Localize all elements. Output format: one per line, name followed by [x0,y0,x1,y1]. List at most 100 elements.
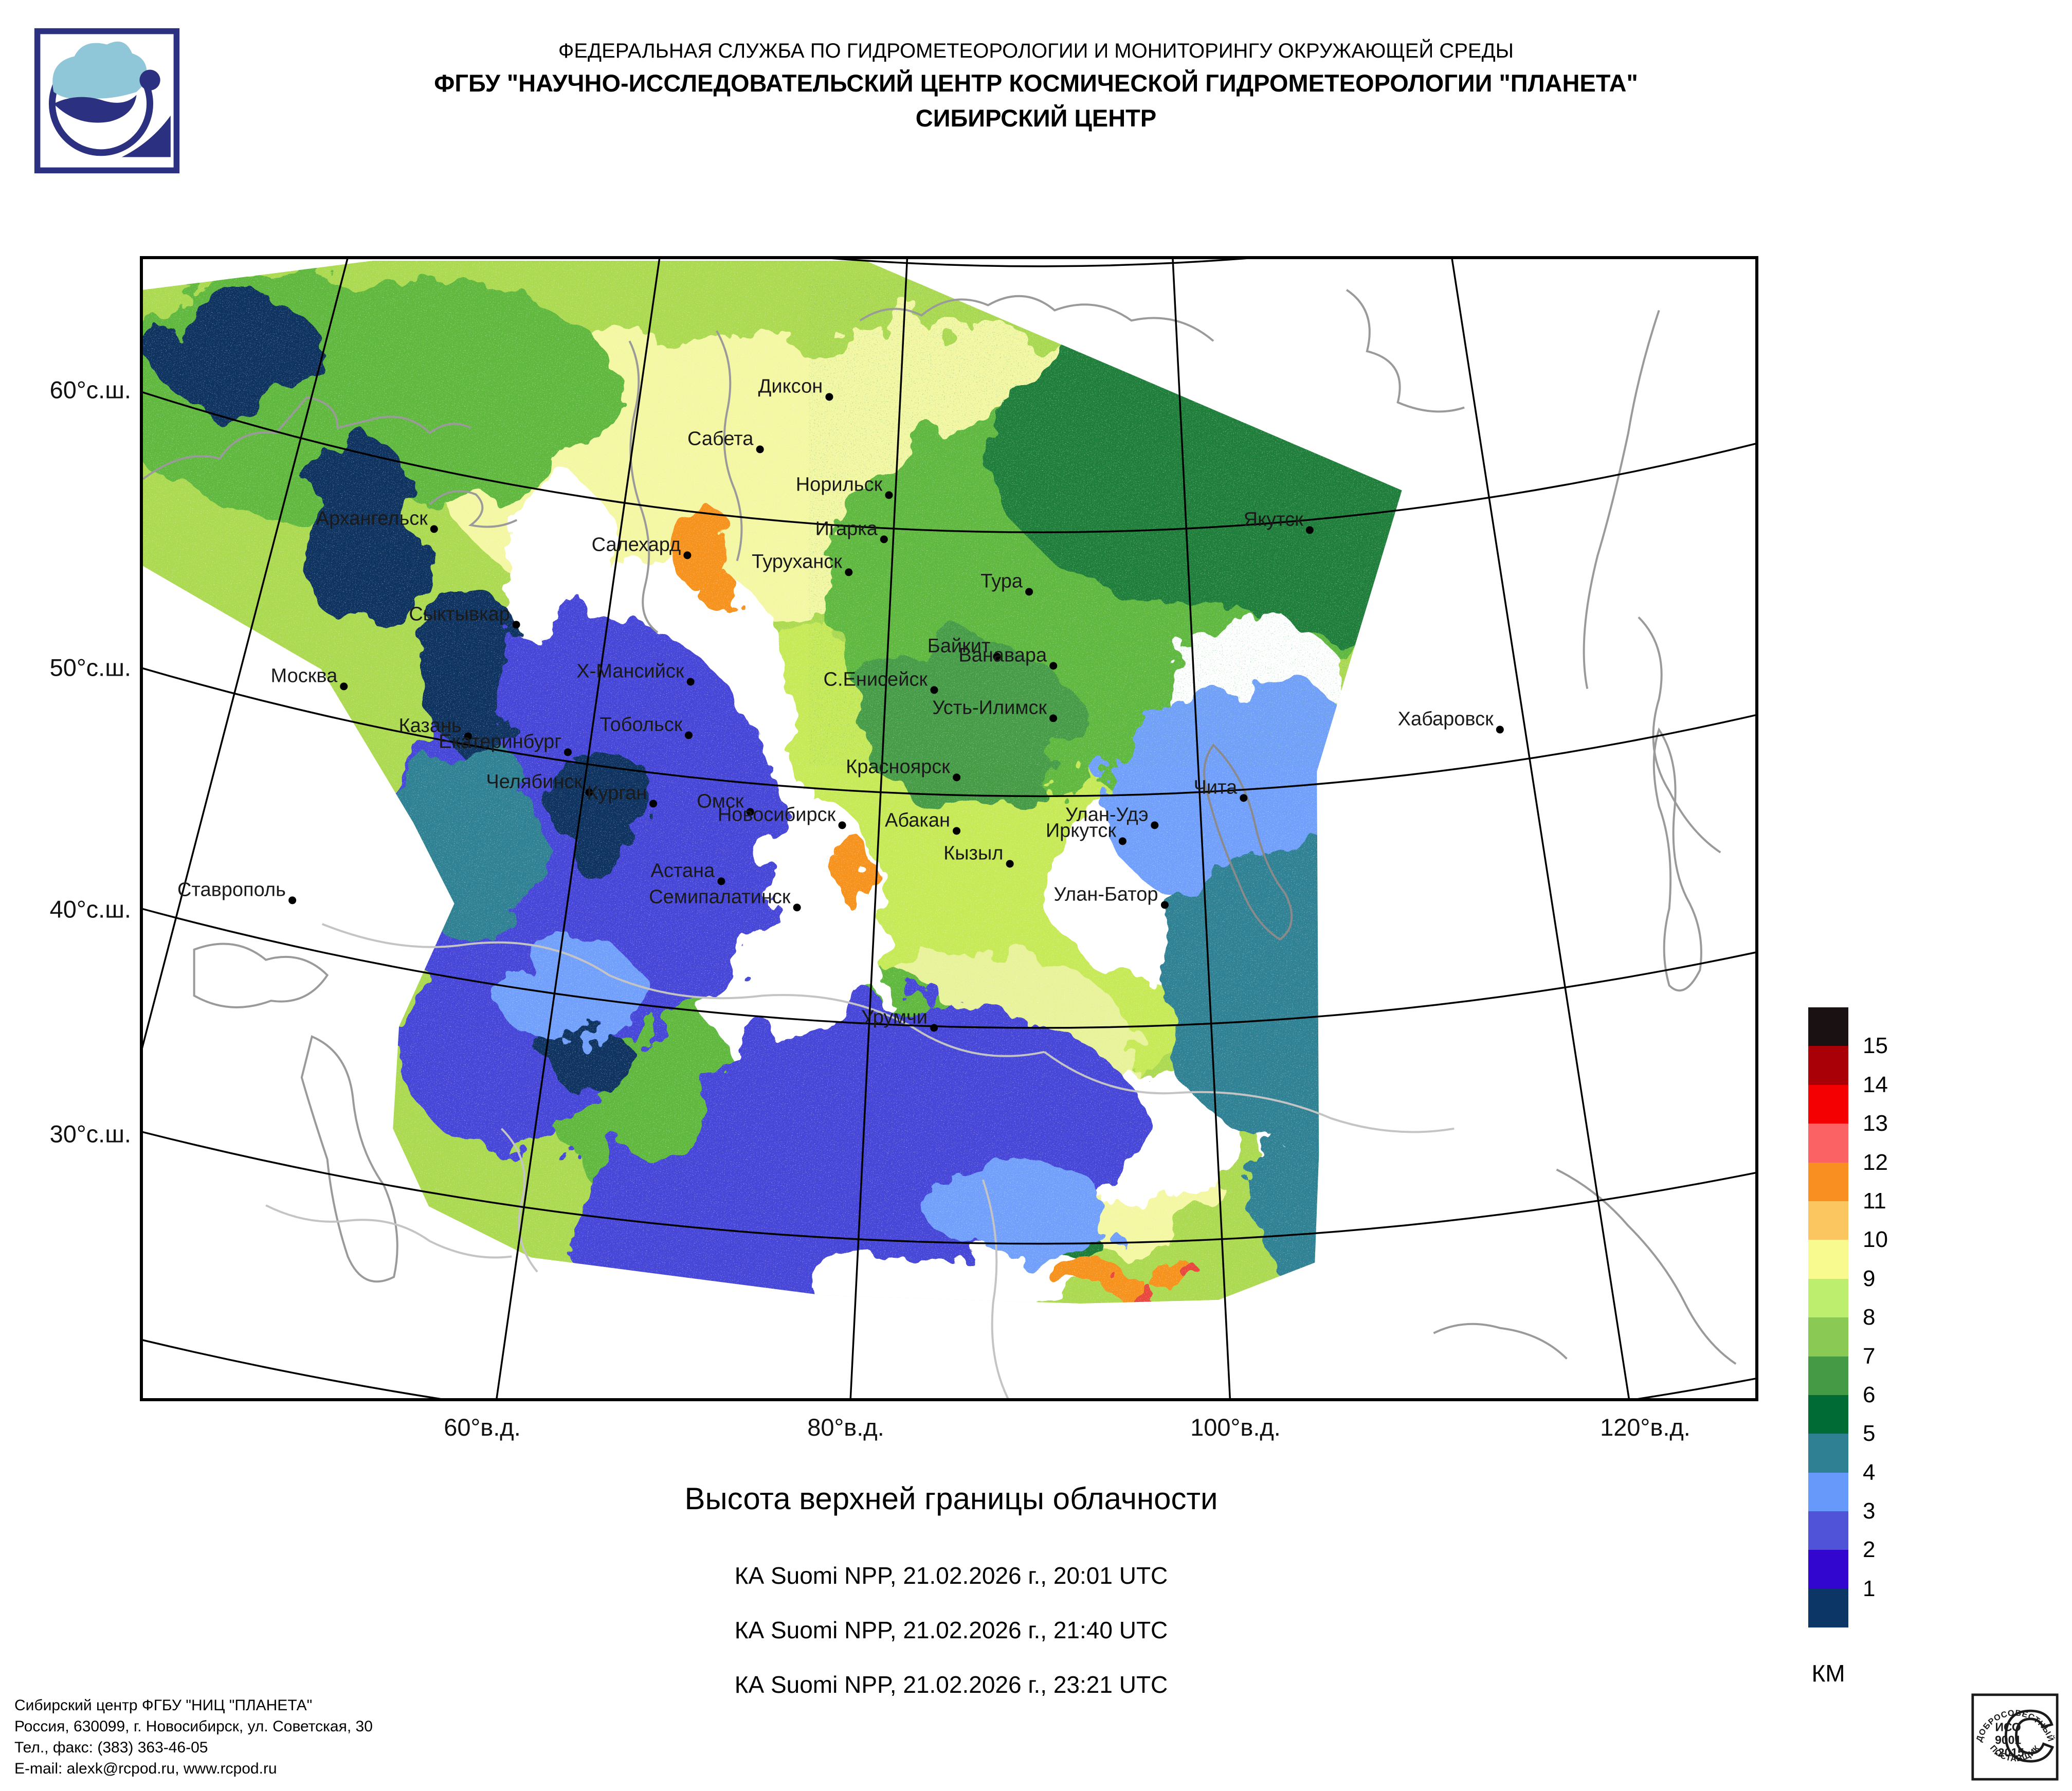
city-label: Красноярск [846,756,960,782]
city-name: Абакан [884,809,950,831]
city-dot-icon [1025,588,1033,596]
legend-value: 1 [1863,1576,1876,1601]
latitude-axis: 60°с.ш. 50°с.ш. 40°с.ш. 30°с.ш. [21,0,131,1791]
city-dot-icon [756,445,764,454]
city-dot-icon [1049,714,1058,722]
caption: Высота верхней границы облачности КА Suo… [0,1481,1902,1725]
city-dot-icon [430,525,438,533]
city-name: Красноярск [846,756,950,778]
city-name: Урумчи [861,1006,928,1028]
city-label: Кызыл [943,842,1014,868]
legend-value: 15 [1863,1033,1888,1059]
city-name: Ставрополь [177,879,286,901]
city-label: Казань [399,715,472,740]
legend-value: 14 [1863,1072,1888,1097]
city-name: Челябинск [486,771,583,793]
city-label: Челябинск [486,771,593,797]
city-name: Иркутск [1045,820,1116,842]
legend-row: 15 [1808,1007,1888,1058]
footer-line: Россия, 630099, г. Новосибирск, ул. Сове… [14,1718,373,1735]
satellite-pass-line: КА Suomi NPP, 21.02.2026 г., 23:21 UTC [734,1671,1168,1698]
city-dot-icon [930,1024,938,1032]
city-dot-icon [340,682,348,691]
city-label: Урумчи [861,1006,938,1032]
height-legend: 15 14 13 12 11 [1808,1007,1888,1687]
city-name: Москва [270,665,338,687]
graticule [143,259,1755,1398]
city-name: Сабета [687,428,754,450]
legend-color-swatch [1808,1007,1848,1046]
legend-row: 3 [1808,1472,1875,1524]
legend-value: 8 [1863,1305,1876,1330]
city-dot-icon [1118,837,1126,845]
legend-color-swatch [1808,1511,1848,1550]
legend-value: 11 [1863,1188,1886,1214]
legend-color-swatch [1808,1434,1848,1473]
city-dot-icon [993,653,1001,661]
city-dot-icon [1305,526,1314,534]
city-label: Сыктывкар [409,604,520,629]
city-label: Норильск [796,474,893,499]
legend-value: 13 [1863,1111,1888,1136]
city-dot-icon [844,568,852,576]
city-dot-icon [1049,662,1058,670]
legend-value: 3 [1863,1498,1876,1524]
legend-value: 12 [1863,1149,1888,1175]
city-dot-icon [649,800,658,808]
city-label: Салехард [592,534,692,559]
satellite-passes: КА Suomi NPP, 21.02.2026 г., 20:01 UTC КА… [0,1562,1902,1698]
city-label: Сабета [687,428,764,454]
city-label: Тобольск [599,714,693,739]
legend-color-swatch [1808,1588,1848,1628]
city-dot-icon [746,807,754,816]
longitude-label: 120°в.д. [1600,1414,1691,1441]
legend-color-swatch [1808,1046,1848,1085]
city-label: Чита [1193,776,1248,802]
city-dot-icon [930,685,938,694]
city-dot-icon [564,748,572,756]
city-name: Хабаровск [1397,708,1494,730]
legend-row: 10 [1808,1201,1888,1252]
city-dot-icon [838,821,846,829]
city-name: Игарка [815,518,878,540]
satellite-map: Диксон Сабета Норильск Игарка [140,256,1758,1401]
city-name: Якутск [1243,509,1303,531]
coastlines [143,289,1737,1365]
city-label: Омск [697,790,754,816]
legend-value: 5 [1863,1421,1876,1446]
city-dot-icon [880,535,888,544]
city-name: Туруханск [752,551,842,573]
city-name: Кызыл [943,842,1004,864]
header-line2: ФГБУ "НАУЧНО-ИССЛЕДОВАТЕЛЬСКИЙ ЦЕНТР КОС… [434,69,1638,97]
city-dot-icon [464,732,472,740]
city-name: Астана [650,860,715,882]
city-dot-icon [683,551,692,559]
city-dot-icon [686,678,695,686]
city-dot-icon [825,393,833,401]
legend-row: 6 [1808,1356,1875,1407]
latitude-label: 60°с.ш. [49,376,131,404]
city-dot-icon [1240,794,1248,802]
city-name: Курган [587,782,647,804]
country-borders [265,923,1455,1398]
city-name: Екатеринбург [439,731,562,753]
city-name: С.Енисейск [823,668,928,690]
stamp-center-line2: 9001 [1995,1733,2021,1746]
city-label: Хабаровск [1397,708,1504,734]
legend-color-swatch [1808,1395,1848,1434]
legend-color-swatch [1808,1084,1848,1124]
legend-row: 9 [1808,1240,1875,1291]
legend-row: 5 [1808,1395,1875,1446]
city-label: Улан-Удэ [1065,804,1159,829]
city-label: Якутск [1243,509,1314,534]
legend-value: 2 [1863,1537,1876,1563]
city-name: Архангельск [316,508,428,530]
header-line1: ФЕДЕРАЛЬНАЯ СЛУЖБА ПО ГИДРОМЕТЕОРОЛОГИИ … [558,40,1514,62]
legend-value: 9 [1863,1265,1876,1291]
city-label: Игарка [815,518,888,544]
city-label: Архангельск [316,508,438,533]
legend-color-swatch [1808,1472,1848,1512]
city-name: Омск [697,790,744,812]
satellite-pass-line: КА Suomi NPP, 21.02.2026 г., 20:01 UTC [734,1562,1168,1589]
city-dot-icon [585,788,593,797]
